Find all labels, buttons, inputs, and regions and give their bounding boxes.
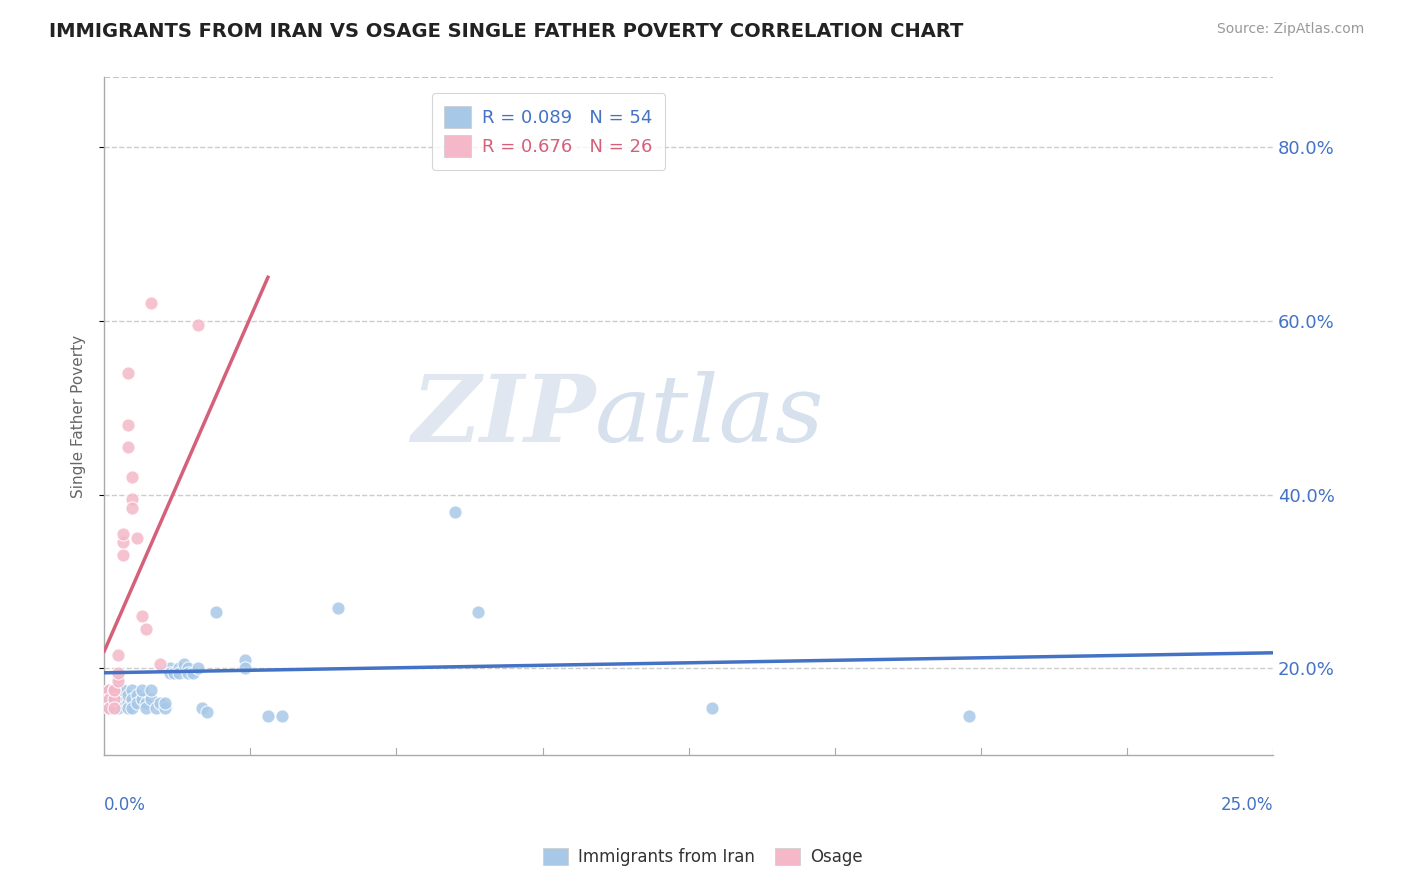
Point	[181, 665, 204, 680]
Point	[121, 470, 143, 484]
Point	[103, 691, 125, 706]
Text: atlas: atlas	[595, 371, 825, 461]
Point	[111, 688, 134, 702]
Point	[111, 526, 134, 541]
Y-axis label: Single Father Poverty: Single Father Poverty	[72, 334, 86, 498]
Text: 25.0%: 25.0%	[1220, 796, 1272, 814]
Point	[103, 691, 125, 706]
Point	[107, 648, 129, 663]
Text: 0.0%: 0.0%	[104, 796, 146, 814]
Point	[111, 535, 134, 549]
Point	[145, 700, 167, 714]
Point	[187, 661, 209, 675]
Point	[700, 700, 723, 714]
Point	[257, 709, 280, 723]
Point	[957, 709, 980, 723]
Point	[233, 653, 256, 667]
Point	[173, 657, 195, 671]
Point	[98, 691, 121, 706]
Point	[103, 683, 125, 698]
Point	[111, 549, 134, 563]
Point	[131, 691, 153, 706]
Point	[149, 696, 172, 710]
Point	[103, 688, 125, 702]
Point	[135, 623, 157, 637]
Text: Source: ZipAtlas.com: Source: ZipAtlas.com	[1216, 22, 1364, 37]
Point	[98, 683, 121, 698]
Point	[117, 366, 139, 380]
Legend: Immigrants from Iran, Osage: Immigrants from Iran, Osage	[534, 840, 872, 875]
Point	[467, 605, 489, 619]
Point	[195, 705, 218, 719]
Point	[159, 661, 181, 675]
Point	[121, 683, 143, 698]
Point	[233, 661, 256, 675]
Point	[117, 696, 139, 710]
Point	[135, 700, 157, 714]
Point	[107, 674, 129, 689]
Point	[117, 700, 139, 714]
Point	[131, 609, 153, 624]
Point	[117, 440, 139, 454]
Point	[167, 661, 190, 675]
Point	[107, 700, 129, 714]
Point	[107, 683, 129, 698]
Point	[121, 700, 143, 714]
Point	[98, 683, 121, 698]
Point	[103, 696, 125, 710]
Point	[117, 418, 139, 433]
Point	[98, 700, 121, 714]
Point	[121, 500, 143, 515]
Point	[98, 691, 121, 706]
Point	[117, 688, 139, 702]
Point	[121, 691, 143, 706]
Point	[444, 505, 467, 519]
Point	[163, 665, 186, 680]
Point	[139, 683, 162, 698]
Point	[107, 696, 129, 710]
Point	[121, 491, 143, 506]
Point	[177, 661, 200, 675]
Point	[98, 700, 121, 714]
Point	[149, 657, 172, 671]
Point	[103, 683, 125, 698]
Point	[103, 683, 125, 698]
Point	[167, 665, 190, 680]
Legend: R = 0.089   N = 54, R = 0.676   N = 26: R = 0.089 N = 54, R = 0.676 N = 26	[432, 94, 665, 169]
Point	[107, 665, 129, 680]
Point	[177, 665, 200, 680]
Point	[271, 709, 294, 723]
Point	[125, 531, 148, 545]
Text: ZIP: ZIP	[411, 371, 595, 461]
Point	[153, 696, 176, 710]
Point	[103, 700, 125, 714]
Point	[191, 700, 214, 714]
Point	[131, 683, 153, 698]
Point	[125, 688, 148, 702]
Point	[139, 296, 162, 310]
Point	[153, 700, 176, 714]
Point	[159, 665, 181, 680]
Point	[139, 691, 162, 706]
Point	[107, 670, 129, 684]
Point	[205, 605, 228, 619]
Point	[326, 600, 349, 615]
Point	[111, 683, 134, 698]
Point	[107, 688, 129, 702]
Point	[135, 696, 157, 710]
Text: IMMIGRANTS FROM IRAN VS OSAGE SINGLE FATHER POVERTY CORRELATION CHART: IMMIGRANTS FROM IRAN VS OSAGE SINGLE FAT…	[49, 22, 963, 41]
Point	[187, 318, 209, 333]
Point	[111, 691, 134, 706]
Point	[125, 696, 148, 710]
